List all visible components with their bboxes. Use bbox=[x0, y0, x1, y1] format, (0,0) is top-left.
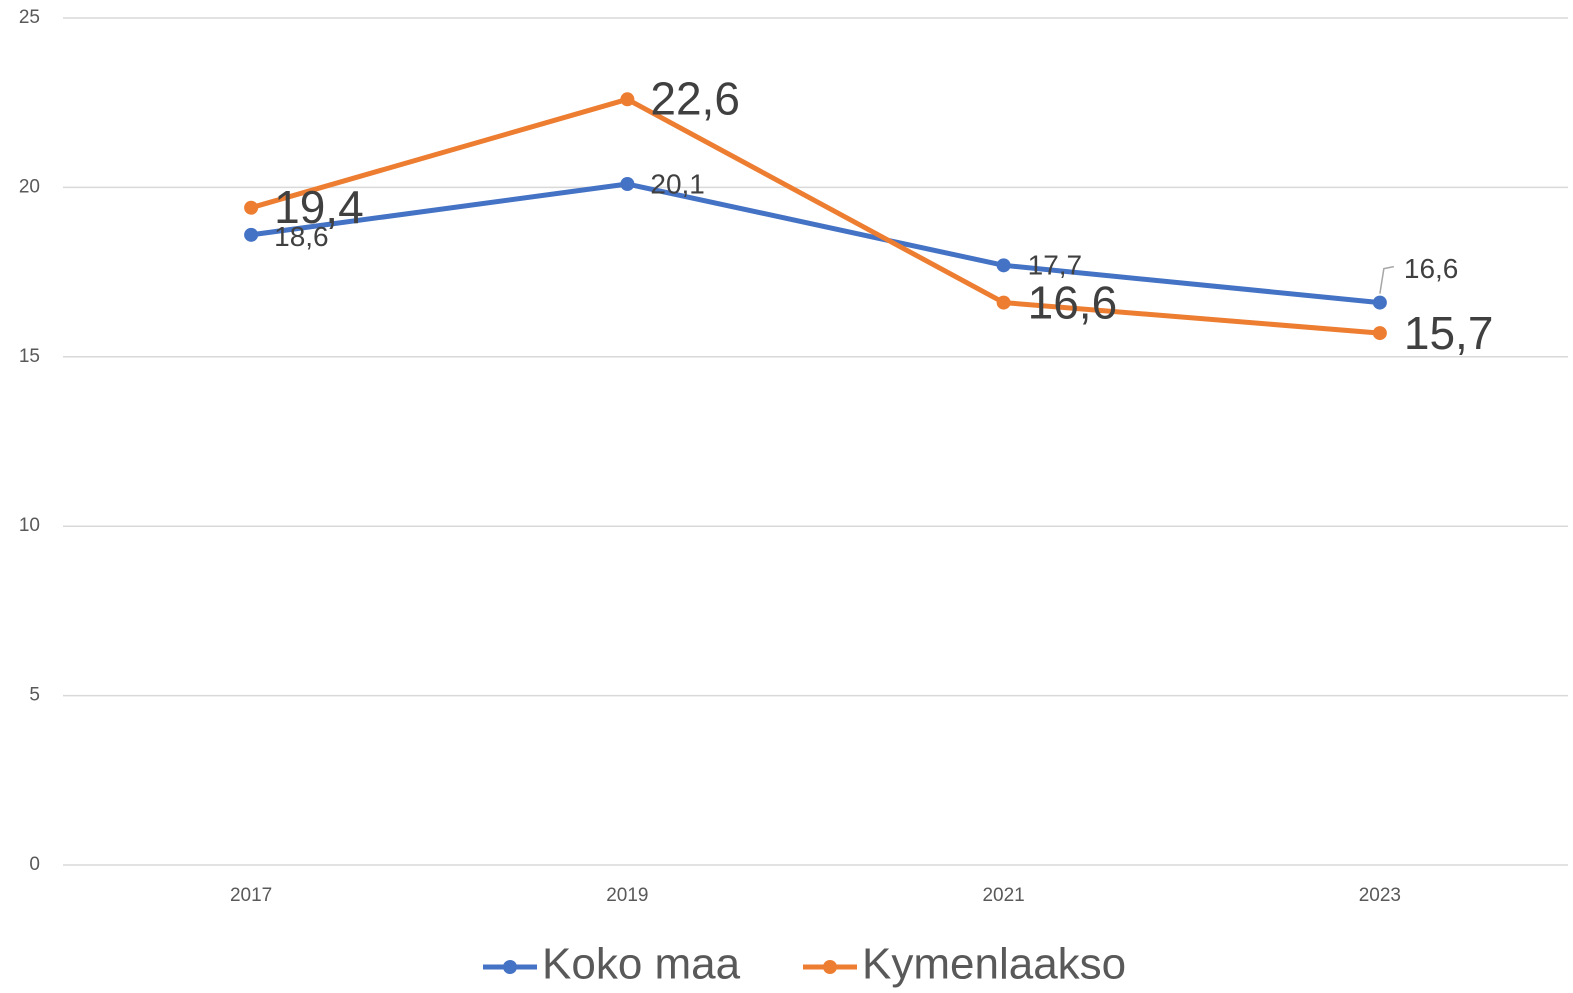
data-label: 17,7 bbox=[1028, 250, 1083, 281]
marker bbox=[1372, 295, 1387, 310]
series-line bbox=[250, 181, 1381, 306]
x-tick-label: 2023 bbox=[1359, 885, 1401, 906]
data-label: 18,6 bbox=[274, 221, 329, 252]
marker bbox=[244, 227, 259, 242]
data-label: 16,6 bbox=[1028, 277, 1118, 329]
data-label: 15,7 bbox=[1404, 307, 1494, 359]
data-label: 16,6 bbox=[1404, 253, 1459, 284]
legend-marker bbox=[503, 960, 517, 974]
marker bbox=[620, 92, 635, 107]
marker bbox=[620, 177, 635, 192]
marker bbox=[244, 200, 259, 215]
x-tick-label: 2017 bbox=[230, 885, 272, 906]
y-tick-label: 20 bbox=[19, 176, 40, 197]
marker bbox=[1372, 326, 1387, 341]
y-tick-label: 25 bbox=[19, 7, 40, 28]
leader-line bbox=[1379, 265, 1395, 294]
y-tick-label: 10 bbox=[19, 515, 40, 536]
legend-marker bbox=[823, 960, 837, 974]
legend-label: Koko maa bbox=[542, 940, 741, 989]
y-tick-label: 15 bbox=[19, 346, 40, 367]
data-label: 19,4 bbox=[274, 181, 364, 233]
marker bbox=[996, 258, 1011, 273]
y-tick-label: 5 bbox=[29, 685, 40, 706]
data-label: 20,1 bbox=[650, 168, 705, 199]
x-tick-label: 2021 bbox=[982, 885, 1024, 906]
legend-label: Kymenlaakso bbox=[862, 940, 1126, 989]
marker bbox=[996, 295, 1011, 310]
y-tick-label: 0 bbox=[29, 854, 40, 875]
x-tick-label: 2019 bbox=[606, 885, 648, 906]
series-line bbox=[250, 96, 1381, 336]
data-label: 22,6 bbox=[650, 72, 740, 124]
